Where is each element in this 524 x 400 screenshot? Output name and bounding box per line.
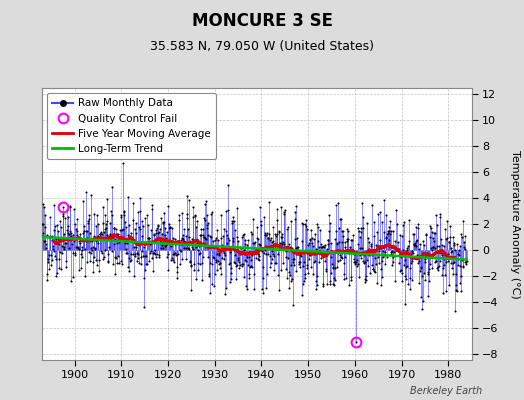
Y-axis label: Temperature Anomaly (°C): Temperature Anomaly (°C) [510, 150, 520, 298]
Legend: Raw Monthly Data, Quality Control Fail, Five Year Moving Average, Long-Term Tren: Raw Monthly Data, Quality Control Fail, … [47, 93, 216, 159]
Text: MONCURE 3 SE: MONCURE 3 SE [191, 12, 333, 30]
Text: 35.583 N, 79.050 W (United States): 35.583 N, 79.050 W (United States) [150, 40, 374, 53]
Text: Berkeley Earth: Berkeley Earth [410, 386, 482, 396]
